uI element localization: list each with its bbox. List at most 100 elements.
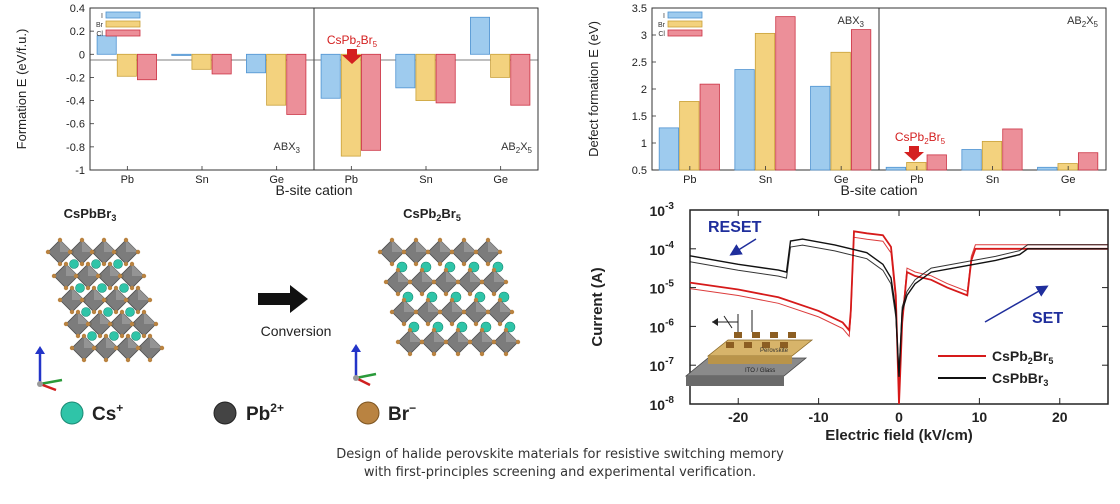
br-atom — [377, 249, 383, 255]
pb-octahedron-face — [506, 330, 518, 342]
chart1-legend: I Br Cl — [96, 11, 141, 38]
br-atom — [135, 309, 141, 315]
chart1-annotation: CsPb2Br5 — [327, 33, 378, 49]
pb-atom-icon — [213, 401, 237, 425]
c1-bar-abx-ge-br — [266, 53, 287, 106]
br-atom — [491, 291, 497, 297]
cs-atom — [125, 307, 135, 317]
pb-octahedron-face — [122, 312, 134, 324]
pb-octahedron-face — [72, 288, 84, 300]
br-atom — [95, 273, 101, 279]
br-atom — [147, 297, 153, 303]
c2-y-tick-label: 3 — [641, 30, 647, 42]
c1-x-tick-label: Sn — [195, 174, 208, 186]
br-atom — [389, 261, 395, 267]
cs-atom — [131, 331, 141, 341]
br-atom — [69, 285, 75, 291]
br-atom — [443, 291, 449, 297]
c2-y-tick-label: 2 — [641, 84, 647, 96]
chart3-x-axis-label: Electric field (kV/cm) — [825, 427, 973, 444]
br-atom-label: Br− — [388, 401, 416, 425]
c1-legend-swatch-i — [105, 11, 141, 19]
pb-octahedron-face — [440, 240, 452, 252]
legend-cspbbr3-label: CsPbBr3 — [992, 370, 1048, 388]
cs-atom-label: Cs+ — [92, 401, 123, 425]
c2-x-tick-label: Ge — [1061, 174, 1076, 186]
br-atom — [383, 279, 389, 285]
br-atom — [79, 237, 85, 243]
br-atom — [101, 261, 107, 267]
c1-y-tick-label: -1 — [75, 165, 85, 177]
c1-y-tick-label: -0.8 — [66, 142, 85, 154]
pb-octahedron-face — [416, 240, 428, 252]
br-atom — [91, 345, 97, 351]
br-atom — [103, 357, 109, 363]
c2-y-tick-label: 2.5 — [632, 57, 647, 69]
c1-bar-ab-sn-cl — [435, 53, 456, 104]
br-atom — [485, 309, 491, 315]
pb-octahedron-face — [100, 312, 112, 324]
br-atom — [117, 273, 123, 279]
br-atom — [67, 249, 73, 255]
c2-y-tick-label: 0.5 — [632, 165, 647, 177]
br-atom — [123, 297, 129, 303]
chart1-annotation-arrow-icon — [342, 49, 362, 64]
figure-caption: Design of halide perovskite materials fo… — [0, 446, 1120, 482]
c2-bar-ab-sn-br — [981, 140, 1003, 171]
pb-octahedron-face — [422, 270, 434, 282]
c2-bar-ab-ge-br — [1057, 163, 1078, 171]
br-atom — [407, 351, 413, 357]
formation-energy-chart: -1 -0.8 -0.6 -0.4 -0.2 0 0.2 0.4 Pb Sn Ge Pb Sn Ge F… — [14, 3, 539, 198]
br-atom — [395, 267, 401, 273]
c2-bar-abx-sn-i — [734, 69, 755, 171]
br-atom — [497, 249, 503, 255]
cs-atom — [97, 283, 107, 293]
br-atom — [473, 321, 479, 327]
c1-y-tick-label: 0 — [79, 49, 85, 61]
pb-octahedron-face — [78, 312, 90, 324]
c3-y-tick-label: 10-7 — [650, 356, 675, 374]
cs-atom — [119, 283, 129, 293]
reset-annotation: RESET — [708, 219, 762, 236]
pb-octahedron-face — [60, 240, 72, 252]
c2-bar-abx-pb-i — [658, 127, 680, 171]
pb-octahedron-face — [488, 240, 500, 252]
br-atom — [419, 267, 425, 273]
br-atom — [491, 339, 497, 345]
br-atom-icon — [356, 401, 380, 425]
pb-octahedron-face — [126, 240, 138, 252]
c1-bar-abx-pb-br — [116, 53, 137, 77]
pb-octahedron-face — [494, 270, 506, 282]
c2-bar-ab-sn-i — [961, 149, 982, 171]
br-atom — [467, 267, 473, 273]
c1-bar-abx-ge-i — [246, 53, 266, 74]
c2-bar-abx-sn-br — [754, 32, 776, 171]
pb-octahedron-face — [398, 270, 410, 282]
c2-x-tick-label: Sn — [759, 174, 772, 186]
br-atom — [147, 357, 153, 363]
pb-octahedron-face — [482, 330, 494, 342]
c3-curve-cspb2br5 — [689, 230, 1108, 405]
br-atom — [75, 309, 81, 315]
br-atom — [413, 309, 419, 315]
pb-octahedron-face — [94, 288, 106, 300]
br-atom — [509, 309, 515, 315]
br-atom — [79, 261, 85, 267]
br-atom — [79, 297, 85, 303]
br-atom — [497, 321, 503, 327]
br-atom — [63, 321, 69, 327]
c1-bar-abx-pb-cl — [137, 53, 157, 81]
br-atom — [125, 333, 131, 339]
chart1-x-axis-label: B-site cation — [275, 182, 352, 198]
c2-legend-label-br: Br — [658, 22, 666, 29]
br-atom — [123, 261, 129, 267]
cspbbr3-crystal-icon — [45, 237, 165, 363]
br-atom — [63, 285, 69, 291]
caption-line-1: Design of halide perovskite materials fo… — [336, 447, 784, 462]
c2-bar-ab-pb-i — [885, 166, 907, 171]
br-atom — [455, 279, 461, 285]
c1-legend-label-br: Br — [96, 22, 104, 29]
pb-octahedron-face — [476, 300, 488, 312]
c1-x-tick-label: Ge — [269, 174, 284, 186]
c2-x-tick-label: Ge — [834, 174, 849, 186]
